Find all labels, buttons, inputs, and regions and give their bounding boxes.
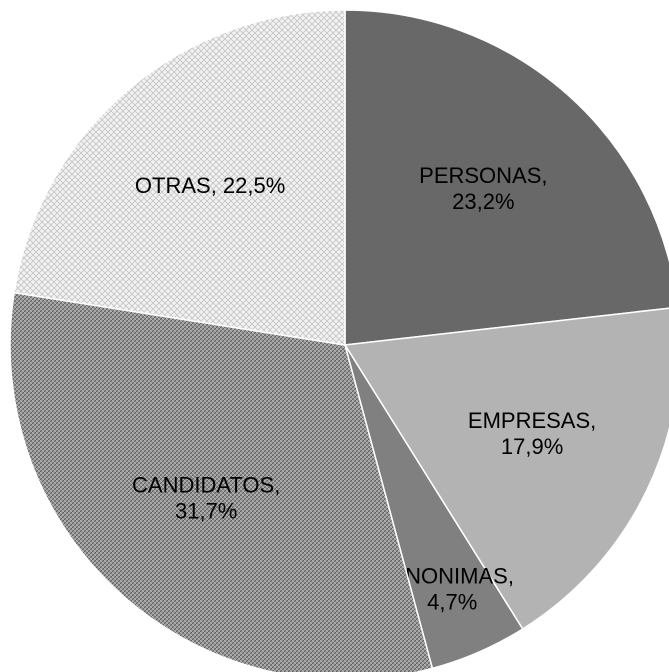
data-label: ANONIMAS, 4,7% [390,563,513,614]
data-label-line: CANDIDATOS, [132,472,280,497]
data-label-line: EMPRESAS, [468,408,596,433]
data-label-line: 31,7% [175,498,237,523]
pie-slice [13,9,346,346]
data-label-line: 23,2% [452,189,514,214]
data-label: EMPRESAS, 17,9% [468,408,596,459]
pie-slice [9,291,434,672]
data-label-line: ANONIMAS, [390,563,513,588]
data-label: OTRAS, 22,5% [135,173,285,198]
data-label-line: OTRAS, 22,5% [135,173,285,198]
data-label: PERSONAS, 23,2% [419,163,547,214]
pie-slice [344,9,669,346]
data-label-line: 17,9% [501,434,563,459]
data-label: CANDIDATOS, 31,7% [132,472,280,523]
pie-slice [343,307,669,631]
data-label-line: 4,7% [427,589,477,614]
data-label-line: PERSONAS, [419,163,547,188]
